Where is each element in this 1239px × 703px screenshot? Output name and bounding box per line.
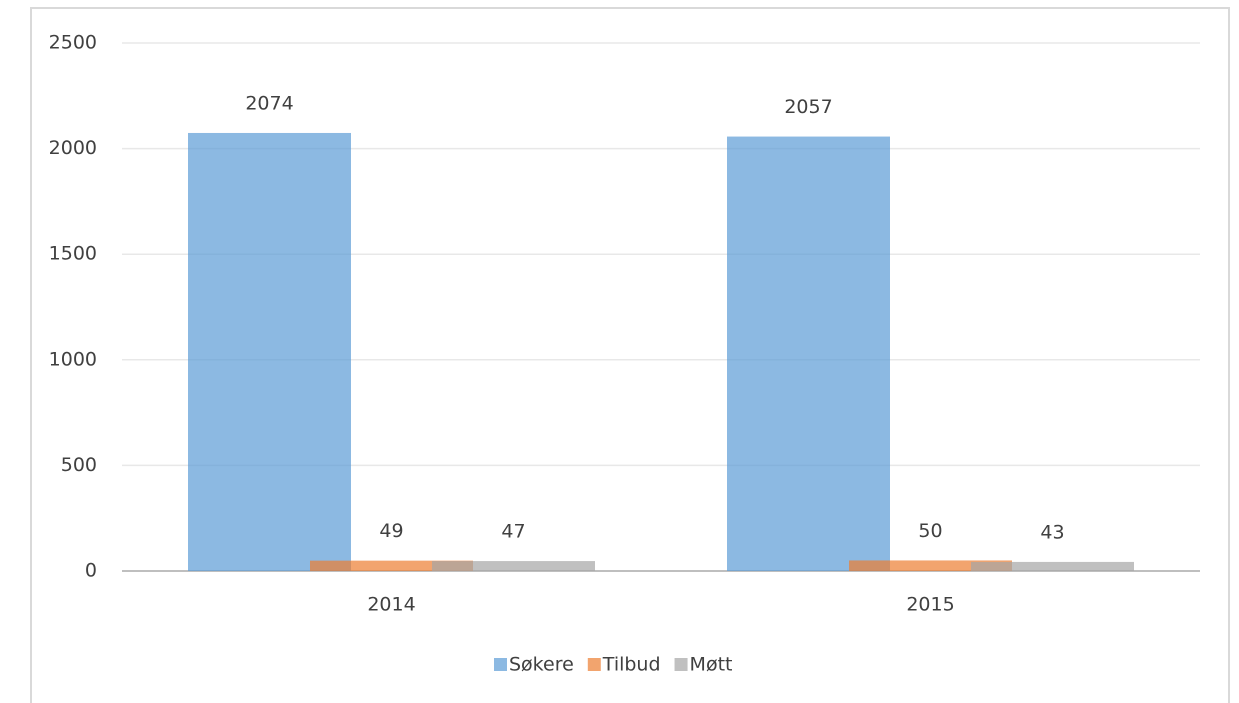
y-tick-label: 500 — [61, 454, 97, 476]
data-label: 2057 — [784, 96, 832, 118]
data-label: 47 — [501, 521, 525, 543]
legend-label: Tilbud — [602, 654, 661, 676]
bar — [971, 561, 1134, 571]
y-tick-label: 0 — [85, 560, 97, 582]
data-label: 43 — [1040, 521, 1064, 543]
y-tick-label: 2500 — [49, 32, 97, 54]
legend-label: Møtt — [690, 654, 733, 676]
legend-swatch — [587, 658, 601, 671]
y-tick-label: 2000 — [49, 137, 97, 159]
y-tick-label: 1500 — [49, 243, 97, 265]
data-label: 2074 — [245, 92, 293, 114]
legend-swatch — [494, 658, 507, 671]
bar — [188, 132, 351, 572]
data-label: 49 — [379, 520, 403, 542]
legend-swatch — [674, 658, 688, 671]
data-label: 50 — [918, 520, 942, 542]
bar — [849, 560, 1012, 571]
legend-label: Søkere — [509, 654, 574, 676]
bar — [432, 561, 595, 571]
bar — [727, 136, 890, 572]
bar — [310, 560, 473, 571]
x-tick-label: 2014 — [367, 594, 415, 616]
y-tick-label: 1000 — [49, 348, 97, 370]
x-tick-label: 2015 — [906, 594, 954, 616]
